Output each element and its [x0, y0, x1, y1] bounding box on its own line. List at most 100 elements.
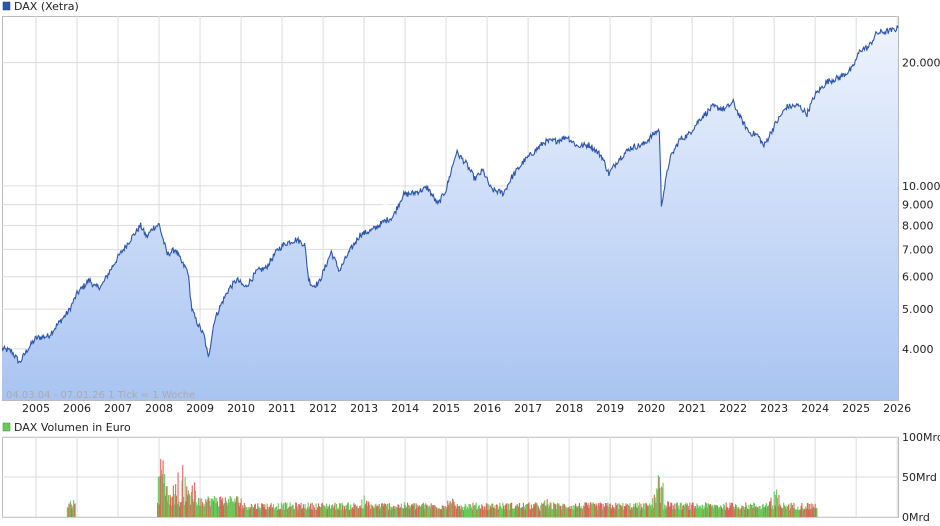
volume-bar [754, 507, 756, 517]
volume-bar [265, 509, 267, 517]
volume-bar [469, 504, 471, 517]
price-y-tick-label: 9.000 [902, 199, 934, 212]
volume-bar [311, 502, 313, 517]
volume-bar [69, 504, 71, 517]
volume-bar [402, 508, 404, 517]
volume-bar [705, 502, 707, 517]
volume-bar [623, 509, 625, 517]
volume-bar [812, 504, 814, 517]
price-x-tick-label: 2024 [801, 402, 829, 415]
volume-bar [752, 508, 754, 517]
volume-bar [657, 489, 659, 517]
volume-bar [408, 505, 410, 517]
volume-bar [762, 504, 764, 517]
volume-bar [414, 509, 416, 517]
volume-bar [464, 503, 466, 517]
volume-bar [500, 507, 502, 517]
volume-bar [552, 509, 554, 517]
volume-bar [485, 503, 487, 517]
volume-bar [343, 506, 345, 517]
volume-bar [725, 502, 727, 517]
price-x-tick-label: 2013 [350, 402, 378, 415]
volume-bar [332, 507, 334, 517]
price-x-tick-label: 2011 [268, 402, 296, 415]
volume-bar [778, 495, 780, 517]
volume-bar [194, 490, 196, 517]
volume-bar [194, 482, 196, 517]
volume-bar [185, 501, 187, 517]
volume-bar [578, 502, 580, 517]
volume-bar [454, 505, 456, 517]
volume-bar [722, 508, 724, 517]
volume-bar [502, 502, 504, 517]
volume-bar [506, 503, 508, 517]
volume-bar [274, 507, 276, 517]
volume-bar [723, 503, 725, 517]
volume-bar [192, 499, 194, 517]
volume-bar [426, 504, 428, 517]
volume-bar [441, 505, 443, 517]
volume-bar [277, 503, 279, 517]
volume-bar [373, 507, 375, 517]
volume-bar [525, 504, 527, 517]
volume-bar [771, 508, 773, 517]
volume-bar [568, 508, 570, 517]
volume-bar [260, 507, 262, 517]
volume-bar [743, 509, 745, 517]
volume-bar [224, 503, 226, 517]
volume-bar [225, 500, 227, 517]
volume-bar [644, 509, 646, 517]
volume-bar [716, 505, 718, 517]
volume-bar [280, 502, 282, 517]
volume-bar [172, 485, 174, 517]
volume-bar [366, 500, 368, 517]
volume-bar [167, 501, 169, 517]
volume-bar [73, 500, 75, 517]
volume-bar [252, 507, 254, 517]
volume-bar [604, 506, 606, 517]
volume-bar [314, 509, 316, 517]
volume-bar [189, 495, 191, 517]
volume-bar [471, 509, 473, 517]
price-x-tick-label: 2006 [63, 402, 91, 415]
volume-bar [724, 505, 726, 517]
volume-bar [570, 509, 572, 517]
volume-bar [698, 507, 700, 517]
volume-bar [334, 502, 336, 517]
volume-bar [328, 504, 330, 517]
volume-bar [586, 502, 588, 517]
volume-legend-swatch [2, 422, 11, 432]
volume-bar [215, 503, 217, 517]
volume-bar [686, 504, 688, 517]
volume-bar [429, 508, 431, 517]
volume-bar [541, 504, 543, 517]
price-y-tick-label: 10.000 [902, 180, 940, 193]
price-legend-label: DAX (Xetra) [14, 0, 79, 13]
volume-bar [222, 503, 224, 517]
volume-bar [442, 505, 444, 517]
volume-bar [463, 506, 465, 517]
volume-bar [264, 504, 266, 517]
volume-bar [727, 507, 729, 517]
volume-bar [572, 505, 574, 517]
volume-bar [685, 502, 687, 517]
volume-bar [379, 509, 381, 517]
volume-bar [802, 507, 804, 517]
volume-bar [410, 504, 412, 517]
volume-bar [769, 501, 771, 517]
volume-bar [548, 507, 550, 517]
volume-bar [246, 509, 248, 517]
volume-bar [498, 506, 500, 517]
volume-bar [530, 509, 532, 517]
volume-bar [191, 485, 193, 517]
volume-bar [492, 503, 494, 517]
volume-bar [645, 503, 647, 517]
volume-bar [491, 503, 493, 517]
volume-bar [809, 504, 811, 517]
volume-bar [234, 498, 236, 517]
volume-bar [203, 503, 205, 517]
volume-bar [345, 504, 347, 517]
volume-bar [709, 505, 711, 517]
volume-bar [420, 506, 422, 517]
volume-bar [575, 503, 577, 517]
